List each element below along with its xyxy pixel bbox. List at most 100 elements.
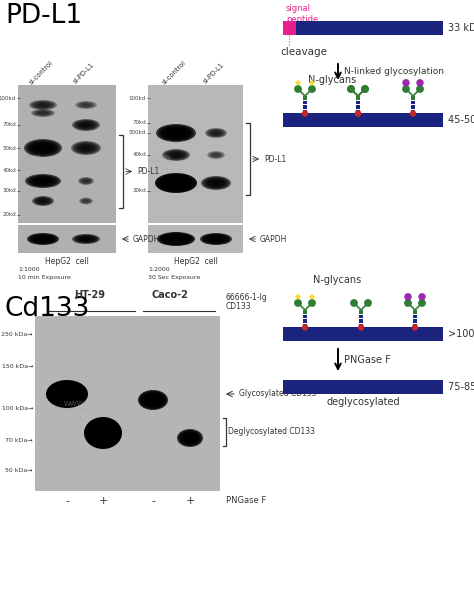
Ellipse shape (79, 144, 93, 151)
Ellipse shape (82, 104, 89, 106)
Ellipse shape (32, 235, 54, 243)
Circle shape (362, 86, 368, 92)
Circle shape (309, 86, 315, 92)
Ellipse shape (29, 100, 57, 110)
Ellipse shape (200, 233, 232, 245)
Ellipse shape (170, 130, 182, 136)
Ellipse shape (161, 233, 191, 245)
Text: Caco-2: Caco-2 (152, 290, 189, 300)
Ellipse shape (80, 198, 92, 204)
Ellipse shape (210, 237, 222, 242)
Ellipse shape (84, 417, 122, 449)
Ellipse shape (138, 390, 168, 410)
Ellipse shape (81, 198, 91, 204)
Ellipse shape (172, 153, 180, 157)
Bar (356, 96, 360, 100)
Ellipse shape (211, 237, 221, 241)
Ellipse shape (37, 103, 49, 107)
Ellipse shape (83, 200, 89, 203)
Ellipse shape (91, 423, 114, 442)
Circle shape (405, 294, 411, 300)
Text: PD-L1: PD-L1 (5, 3, 82, 29)
Text: 75-85 kDa: 75-85 kDa (448, 382, 474, 392)
Ellipse shape (210, 130, 221, 135)
Ellipse shape (210, 152, 222, 158)
Ellipse shape (31, 109, 55, 117)
Ellipse shape (30, 142, 56, 154)
Ellipse shape (73, 120, 99, 130)
Ellipse shape (159, 233, 193, 245)
Ellipse shape (185, 435, 195, 442)
Bar (303, 110, 307, 113)
Text: PNGase F: PNGase F (226, 496, 266, 505)
Text: signal
peptide: signal peptide (286, 4, 318, 24)
Ellipse shape (79, 237, 93, 242)
Ellipse shape (90, 422, 116, 444)
Text: 30kd: 30kd (132, 189, 146, 194)
Circle shape (348, 86, 354, 92)
Ellipse shape (93, 425, 112, 441)
Ellipse shape (148, 397, 157, 403)
Circle shape (405, 300, 411, 306)
Ellipse shape (55, 386, 80, 403)
Ellipse shape (59, 388, 75, 400)
Ellipse shape (80, 145, 92, 151)
Polygon shape (309, 294, 315, 300)
Circle shape (412, 325, 418, 330)
Text: 45-50 kDa: 45-50 kDa (448, 115, 474, 125)
Ellipse shape (201, 176, 231, 190)
Ellipse shape (81, 237, 91, 241)
Ellipse shape (180, 431, 201, 445)
Ellipse shape (73, 142, 100, 154)
Ellipse shape (157, 232, 195, 246)
Bar (303, 101, 307, 104)
Ellipse shape (208, 129, 224, 136)
Ellipse shape (170, 180, 182, 186)
Ellipse shape (208, 151, 224, 159)
Circle shape (419, 294, 425, 300)
Ellipse shape (82, 146, 91, 150)
Ellipse shape (84, 200, 88, 202)
Ellipse shape (146, 395, 161, 405)
Ellipse shape (161, 176, 191, 190)
Text: 30 Sec Exposure: 30 Sec Exposure (148, 275, 200, 280)
Ellipse shape (147, 396, 159, 404)
Bar (303, 324, 307, 327)
Ellipse shape (203, 234, 229, 244)
Circle shape (362, 86, 368, 92)
Ellipse shape (30, 234, 56, 244)
Ellipse shape (35, 198, 51, 204)
Bar (411, 101, 415, 104)
Ellipse shape (32, 177, 54, 185)
Text: si-control: si-control (161, 59, 187, 86)
Ellipse shape (56, 387, 78, 401)
Text: 500kd: 500kd (129, 130, 146, 135)
Ellipse shape (181, 432, 199, 444)
Ellipse shape (164, 235, 187, 243)
Ellipse shape (205, 128, 227, 138)
Ellipse shape (165, 150, 187, 160)
Bar (359, 319, 363, 323)
Ellipse shape (211, 153, 220, 157)
Bar (283, 327, 443, 341)
Ellipse shape (158, 125, 194, 141)
Ellipse shape (39, 112, 46, 114)
Text: si-PD-L1: si-PD-L1 (202, 61, 226, 85)
Ellipse shape (162, 149, 190, 161)
Ellipse shape (81, 103, 91, 107)
Ellipse shape (88, 420, 118, 446)
Ellipse shape (77, 144, 95, 152)
Ellipse shape (81, 198, 91, 204)
Bar (148, 225, 243, 253)
Ellipse shape (168, 151, 184, 159)
Text: -: - (65, 496, 69, 506)
Ellipse shape (38, 199, 47, 203)
Ellipse shape (30, 100, 55, 109)
Text: 50 kDa→: 50 kDa→ (6, 469, 33, 474)
Ellipse shape (95, 427, 110, 439)
Text: HT-29: HT-29 (74, 290, 106, 300)
Bar (356, 101, 360, 104)
Ellipse shape (36, 198, 50, 204)
Ellipse shape (156, 124, 196, 142)
Ellipse shape (35, 102, 51, 108)
